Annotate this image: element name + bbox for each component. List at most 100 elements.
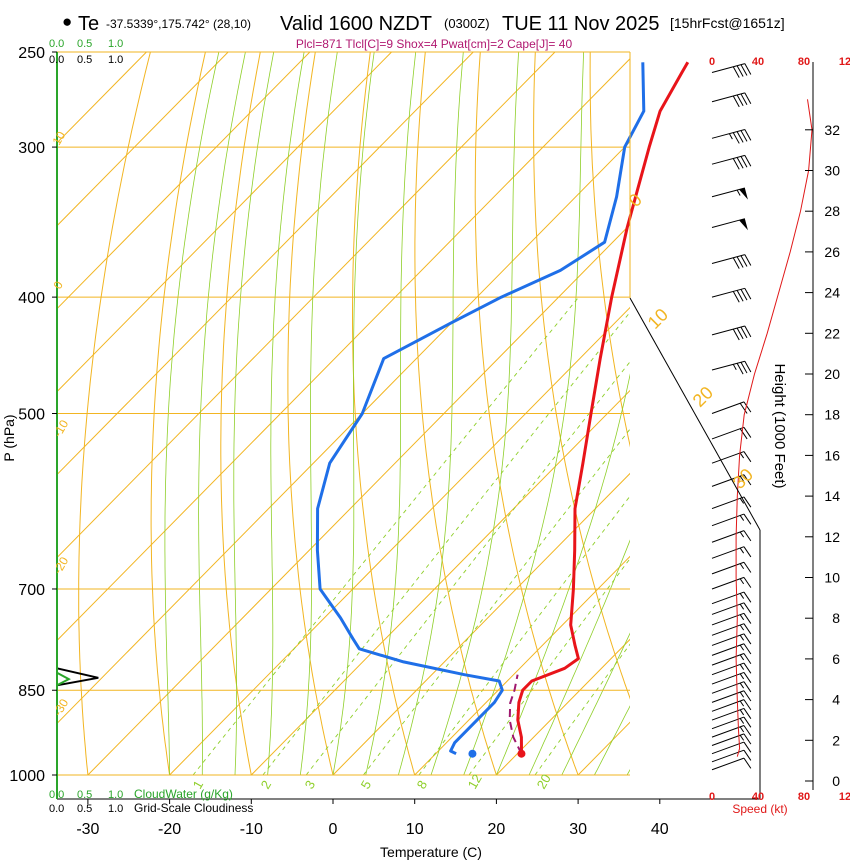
wind-barb-feather [743, 643, 752, 655]
cloudwater-tick-bottom: 0.0 [49, 789, 64, 801]
wind-barb-staff [711, 716, 745, 730]
wind-barb-feather [739, 402, 748, 414]
forecast-info: [15hrFcst@1651z] [670, 15, 785, 31]
wind-barb [711, 662, 752, 676]
wind-barb [711, 254, 752, 269]
wind-barb-feather [740, 64, 748, 76]
mixing-ratio-label: 2 [258, 778, 275, 792]
isotherm-line [660, 52, 850, 775]
height-tick-label: 14 [824, 488, 840, 504]
wind-barb-feather [744, 325, 752, 338]
wind-barb-feather [743, 725, 752, 737]
cloudiness-profile [56, 667, 99, 687]
wind-speed-panel [56, 99, 813, 757]
wind-barb-staff [711, 496, 745, 510]
wind-barb-staff [711, 451, 745, 464]
wind-barb-feather [740, 93, 748, 106]
wind-barb-feather [736, 157, 744, 169]
moist-adiabat-line [496, 373, 630, 776]
wind-barb-feather [740, 289, 748, 301]
wind-barb-feather [744, 254, 752, 266]
parcel-path-line [508, 674, 523, 755]
height-tick-label: 20 [824, 366, 840, 382]
temperature-tick-label: 0 [329, 821, 338, 838]
cloudiness-label: Grid-Scale Cloudiness [134, 801, 253, 815]
wind-barb-feather [732, 158, 740, 170]
wind-barb [711, 530, 752, 543]
wind-barb [711, 187, 748, 200]
wind-barb [711, 623, 752, 636]
wind-barb-feather [743, 613, 752, 624]
dry-adiabat-line [533, 52, 630, 700]
moist-adiabat-line [267, 52, 305, 776]
wind-barb [711, 690, 752, 703]
wind-barb-staff [711, 561, 745, 575]
wind-barb-feather [736, 256, 744, 268]
background-grid [57, 51, 850, 776]
moist-adiabat-line [365, 52, 417, 776]
wind-barb-half-feather [739, 654, 745, 661]
wind-barb-half-feather [736, 189, 741, 196]
mixing-ratio-label: 12 [465, 771, 485, 791]
wind-barb-feather [736, 65, 744, 77]
wind-barb-feather [743, 451, 752, 463]
wind-barb-feather [743, 427, 752, 438]
sounding-series [315, 61, 690, 758]
wind-barb-staff [711, 707, 745, 721]
height-tick-label: 22 [824, 325, 840, 341]
dewpoint-line [315, 62, 646, 756]
wind-barb [711, 699, 752, 712]
height-tick-label: 28 [824, 203, 840, 219]
temperature-tick-label: 40 [651, 821, 669, 838]
wind-barb-feather [743, 690, 752, 702]
chart-axes [52, 51, 814, 804]
wind-barb-feather [743, 546, 752, 558]
wind-barb-feather [743, 757, 752, 769]
isentrope-label: 10 [644, 305, 672, 333]
surface-dewpoint-marker [468, 749, 477, 758]
wind-barb-staff [711, 690, 745, 703]
cloudwater-tick-top: 1.0 [108, 38, 123, 50]
speed-tick-bottom: 40 [752, 791, 764, 803]
wind-barb-pennant [739, 218, 748, 231]
mixing-ratio-label: 3 [302, 778, 319, 792]
wind-barb-half-feather [739, 634, 745, 641]
isotherm-line [57, 52, 311, 310]
wind-barb-feather [744, 288, 752, 300]
wind-barb-feather [740, 255, 748, 267]
height-tick-label: 6 [832, 651, 840, 667]
wind-barb-feather [732, 95, 740, 108]
wind-barb-staff [711, 602, 745, 615]
wind-barb-feather [743, 602, 752, 614]
isentrope-label: 30 [729, 465, 757, 493]
speed-axis-label: Speed (kt) [732, 802, 787, 816]
wind-barb [711, 401, 752, 414]
dry-adiabat-line [352, 52, 416, 776]
wind-barb-half-feather [739, 700, 745, 707]
wind-barb-staff [711, 612, 745, 626]
wind-barb-staff [711, 623, 745, 636]
wind-barb-feather [743, 653, 752, 665]
wind-barb-staff [711, 591, 745, 605]
dry-adiabat-line [414, 52, 497, 776]
isotherm-label: -10 [50, 417, 71, 439]
cloudiness-tick-bottom: 0.5 [77, 803, 92, 815]
wind-barbs [711, 63, 752, 771]
wind-barb [711, 741, 752, 755]
wind-barb-feather [740, 156, 748, 168]
wind-barb [711, 360, 752, 375]
wind-barb [711, 496, 752, 510]
wind-barb-half-feather [739, 614, 745, 621]
dry-adiabat-line [589, 52, 630, 448]
moist-adiabat-line [398, 52, 464, 776]
pressure-tick-label: 700 [18, 582, 45, 599]
wind-barb [711, 426, 752, 440]
wind-barb-feather [743, 699, 752, 711]
pressure-tick-label: 850 [18, 683, 45, 700]
moist-adiabat-line [430, 52, 519, 776]
speed-tick-top: 12 [839, 56, 850, 68]
speed-tick-bottom: 0 [709, 791, 715, 803]
wind-barb-half-feather [739, 718, 745, 724]
pressure-tick-label: 300 [18, 140, 45, 157]
wind-barb-pennant [739, 187, 748, 200]
